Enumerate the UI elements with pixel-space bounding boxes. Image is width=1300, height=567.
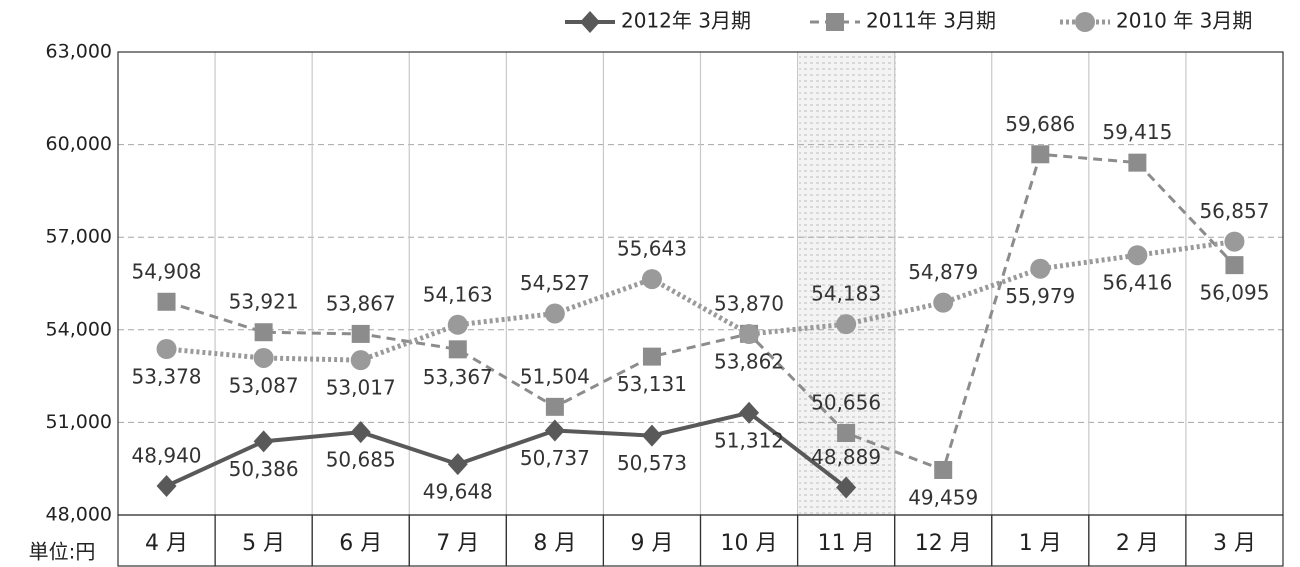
data-label: 50,573 <box>617 451 687 475</box>
data-label: 53,087 <box>229 373 299 397</box>
series-line <box>166 239 1235 363</box>
legend-item: 2012年 3月期 <box>565 9 751 33</box>
marker <box>156 338 177 359</box>
y-tick-label: 51,000 <box>46 411 112 433</box>
data-label: 50,685 <box>326 448 396 472</box>
marker <box>351 324 370 343</box>
marker <box>545 397 564 416</box>
data-label: 54,183 <box>811 282 881 306</box>
marker <box>641 424 662 447</box>
data-label: 56,416 <box>1102 271 1172 295</box>
x-tick-label: 6 月 <box>339 531 382 556</box>
marker <box>826 13 844 31</box>
marker <box>1030 258 1051 279</box>
data-label: 53,867 <box>326 291 396 315</box>
data-label: 54,908 <box>132 259 202 283</box>
marker <box>1225 256 1244 275</box>
marker <box>253 430 274 453</box>
marker <box>1075 12 1095 32</box>
marker <box>739 324 760 345</box>
marker <box>1031 145 1050 164</box>
y-tick-label: 60,000 <box>46 133 112 155</box>
data-label: 48,940 <box>132 443 202 467</box>
data-label: 59,415 <box>1102 120 1172 144</box>
marker <box>447 453 468 476</box>
x-tick-label: 10 月 <box>721 531 778 556</box>
data-label: 50,386 <box>229 457 299 481</box>
data-label: 55,979 <box>1005 284 1075 308</box>
x-tick-label: 5 月 <box>242 531 285 556</box>
marker <box>1224 231 1245 252</box>
unit-label: 単位:円 <box>29 540 96 564</box>
data-label: 53,017 <box>326 376 396 400</box>
marker <box>157 292 176 311</box>
marker <box>544 303 565 324</box>
legend-label: 2010 年 3月期 <box>1116 9 1252 33</box>
marker <box>253 347 274 368</box>
x-tick-label: 7 月 <box>436 531 479 556</box>
data-label: 54,527 <box>520 271 590 295</box>
x-tick-label: 3 月 <box>1213 531 1256 556</box>
legend-item: 2011年 3月期 <box>810 9 996 33</box>
data-label: 50,737 <box>520 446 590 470</box>
marker <box>350 421 371 444</box>
x-tick-label: 4 月 <box>145 531 188 556</box>
data-label: 51,504 <box>520 364 590 388</box>
data-label: 56,857 <box>1199 199 1269 223</box>
x-tick-label: 1 月 <box>1019 531 1062 556</box>
data-label: 53,378 <box>132 364 202 388</box>
data-label: 53,870 <box>714 291 784 315</box>
x-tick-label: 9 月 <box>630 531 673 556</box>
x-tick-label: 2 月 <box>1116 531 1159 556</box>
data-label: 51,312 <box>714 428 784 452</box>
data-label: 55,643 <box>617 237 687 261</box>
legend-label: 2012年 3月期 <box>621 9 751 33</box>
marker <box>641 269 662 290</box>
marker <box>156 474 177 497</box>
marker <box>836 476 857 499</box>
data-label: 49,648 <box>423 480 493 504</box>
y-tick-label: 54,000 <box>46 318 112 340</box>
marker <box>1127 245 1148 266</box>
marker <box>254 323 273 342</box>
data-label: 53,921 <box>229 290 299 314</box>
x-tick-label: 11 月 <box>818 531 875 556</box>
series-line <box>165 410 848 490</box>
data-label: 53,862 <box>714 350 784 374</box>
data-label: 53,367 <box>423 365 493 389</box>
category-cell <box>1185 514 1284 567</box>
data-label: 54,879 <box>908 260 978 284</box>
marker <box>1128 153 1147 172</box>
marker <box>837 424 856 443</box>
y-tick-label: 48,000 <box>46 504 112 526</box>
marker <box>933 292 954 313</box>
marker <box>739 401 760 424</box>
series-line <box>166 152 1236 472</box>
data-label: 53,131 <box>617 372 687 396</box>
marker <box>544 419 565 442</box>
x-tick-label: 8 月 <box>533 531 576 556</box>
data-label: 48,889 <box>811 445 881 469</box>
data-label: 50,656 <box>811 391 881 415</box>
marker <box>447 314 468 335</box>
marker <box>836 314 857 335</box>
data-label: 59,686 <box>1005 112 1075 136</box>
y-tick-label: 63,000 <box>46 41 112 63</box>
marker <box>934 460 953 479</box>
marker <box>448 340 467 359</box>
data-label: 49,459 <box>908 485 978 509</box>
legend-label: 2011年 3月期 <box>866 9 996 33</box>
y-tick-label: 57,000 <box>46 226 112 248</box>
legend-item: 2010 年 3月期 <box>1060 9 1252 33</box>
marker <box>350 350 371 371</box>
data-label: 56,095 <box>1199 281 1269 305</box>
marker <box>580 11 600 33</box>
data-label: 54,163 <box>423 282 493 306</box>
x-tick-label: 12 月 <box>915 531 972 556</box>
marker <box>642 347 661 366</box>
